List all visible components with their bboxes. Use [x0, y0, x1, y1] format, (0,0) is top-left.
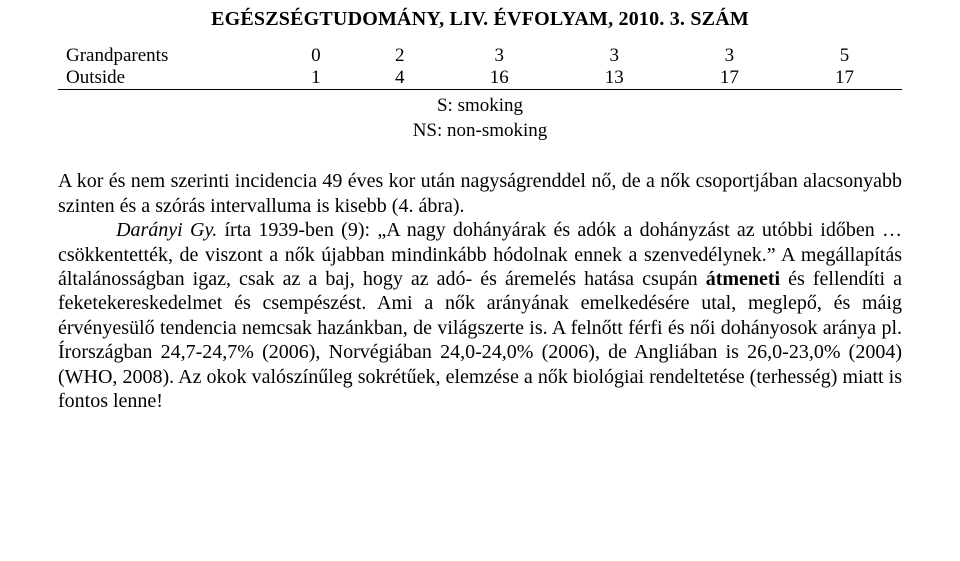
- cell: 1: [274, 67, 358, 90]
- cell: 0: [274, 45, 358, 67]
- author-name: Darányi Gy.: [116, 219, 217, 241]
- table-row: Grandparents 0 2 3 3 3 5: [58, 45, 902, 67]
- emphasis: átmeneti: [706, 268, 780, 290]
- row-label: Outside: [58, 67, 274, 90]
- legend-line: NS: non-smoking: [413, 120, 548, 141]
- cell: 3: [557, 45, 672, 67]
- data-table: Grandparents 0 2 3 3 3 5 Outside 1 4 16 …: [58, 45, 902, 90]
- legend-line: S: smoking: [437, 95, 523, 116]
- cell: 17: [672, 67, 787, 90]
- text-run: A kor és nem szerinti incidencia 49 éves…: [58, 170, 902, 216]
- cell: 17: [787, 67, 902, 90]
- document-page: EGÉSZSÉGTUDOMÁNY, LIV. ÉVFOLYAM, 2010. 3…: [0, 0, 960, 561]
- cell: 5: [787, 45, 902, 67]
- cell: 2: [358, 45, 442, 67]
- body-paragraph: A kor és nem szerinti incidencia 49 éves…: [58, 169, 902, 413]
- table-row: Outside 1 4 16 13 17 17: [58, 67, 902, 90]
- cell: 4: [358, 67, 442, 90]
- page-header: EGÉSZSÉGTUDOMÁNY, LIV. ÉVFOLYAM, 2010. 3…: [58, 8, 902, 31]
- cell: 3: [442, 45, 557, 67]
- cell: 3: [672, 45, 787, 67]
- cell: 13: [557, 67, 672, 90]
- row-label: Grandparents: [58, 45, 274, 67]
- cell: 16: [442, 67, 557, 90]
- table-legend: S: smoking NS: non-smoking: [58, 94, 902, 143]
